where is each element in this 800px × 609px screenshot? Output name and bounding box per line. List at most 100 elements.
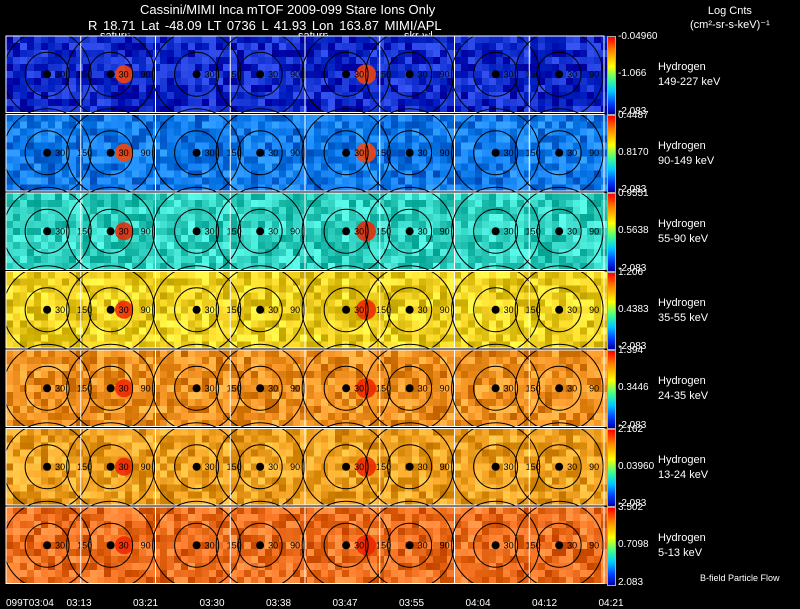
- ring-label: 90: [290, 540, 300, 550]
- hot-spot: [115, 536, 133, 555]
- sun-marker: [342, 148, 351, 157]
- ring-label: 150: [376, 69, 391, 79]
- colorbar-tick: 2.162: [618, 423, 644, 435]
- ring-label: 30: [55, 462, 65, 472]
- sun-marker: [256, 541, 265, 550]
- panel-label: Hydrogen 90-149 keV: [658, 139, 714, 169]
- energy-label: 149-227 keV: [658, 76, 721, 89]
- ring-label: 30: [418, 226, 428, 236]
- ring-label: 90: [589, 540, 599, 550]
- ring-label: 150: [526, 305, 541, 315]
- time-tick: 099T03:04: [6, 598, 54, 609]
- colorbar-tick: -2.083: [618, 419, 647, 431]
- sun-marker: [192, 70, 201, 79]
- sun-marker: [342, 384, 351, 393]
- sun-marker: [43, 384, 52, 393]
- ring-label: 90: [440, 69, 450, 79]
- sun-marker: [106, 227, 115, 236]
- ring-label: 150: [376, 226, 391, 236]
- sun-marker: [555, 462, 564, 471]
- ring-label: 150: [77, 226, 92, 236]
- colorbar-tick: 0.03960: [618, 460, 655, 472]
- sun-marker: [192, 541, 201, 550]
- ring-label: 90: [440, 383, 450, 393]
- ring-label: 30: [119, 69, 129, 79]
- colorbar-title-line2: (cm²-sr-s-keV)⁻¹: [690, 19, 770, 31]
- sun-marker: [192, 384, 201, 393]
- ring-label: 150: [77, 540, 92, 550]
- sun-marker: [405, 384, 414, 393]
- ring-label: 90: [440, 148, 450, 158]
- sun-marker: [342, 70, 351, 79]
- ring-label: 90: [589, 69, 599, 79]
- ring-label: 30: [55, 226, 65, 236]
- energy-label: 90-149 keV: [658, 154, 715, 167]
- ring-label: 30: [55, 540, 65, 550]
- time-tick: 04:21: [598, 598, 624, 609]
- sun-marker: [342, 462, 351, 471]
- colorbar-tick: 0.5638: [618, 225, 649, 237]
- colorbar: [607, 193, 616, 272]
- ring-label: 90: [141, 462, 151, 472]
- ring-label: 30: [354, 540, 364, 550]
- colorbar-tick: 0.4487: [618, 109, 649, 121]
- sun-marker: [491, 70, 500, 79]
- ring-label: 30: [119, 226, 129, 236]
- energy-label: 5-13 keV: [658, 547, 703, 560]
- ring-label: 90: [290, 226, 300, 236]
- ring-label: 90: [290, 462, 300, 472]
- ring-label: 150: [227, 383, 242, 393]
- ring-label: 90: [440, 540, 450, 550]
- colorbar-tick: -1.066: [618, 68, 647, 80]
- ring-label: 90: [141, 383, 151, 393]
- ring-label: 30: [119, 148, 129, 158]
- energy-label: 13-24 keV: [658, 468, 709, 481]
- panel-label: Hydrogen 55-90 keV: [658, 217, 708, 247]
- ring-label: 150: [526, 226, 541, 236]
- hot-spot: [115, 300, 133, 319]
- sun-marker: [43, 70, 52, 79]
- time-tick: 04:12: [532, 598, 558, 609]
- sun-marker: [256, 70, 265, 79]
- hot-spot: [115, 379, 133, 398]
- panel-label: Hydrogen 149-227 keV: [658, 60, 720, 90]
- ring-label: 150: [526, 540, 541, 550]
- ring-label: 30: [567, 148, 577, 158]
- panel-frame: [5, 114, 605, 192]
- ring-label: 90: [141, 148, 151, 158]
- colorbar: [607, 114, 616, 193]
- hot-spot: [115, 143, 133, 162]
- sun-marker: [555, 305, 564, 314]
- ring-label: 90: [440, 305, 450, 315]
- colorbar-tick: -2.083: [618, 262, 647, 274]
- ring-label: 30: [418, 383, 428, 393]
- ring-label: 30: [205, 226, 215, 236]
- ring-label: 30: [205, 462, 215, 472]
- sun-marker: [491, 227, 500, 236]
- ring-label: 90: [440, 226, 450, 236]
- species-label: Hydrogen: [658, 61, 706, 74]
- panel-1: [6, 114, 608, 192]
- ring-label: 30: [268, 69, 278, 79]
- plot-title: Cassini/MIMI Inca mTOF 2009-099 Stare Io…: [140, 2, 436, 17]
- ring-label: 90: [440, 462, 450, 472]
- ring-label: 30: [354, 226, 364, 236]
- hot-spot: [115, 457, 133, 476]
- ring-label: 150: [526, 462, 541, 472]
- energy-label: 55-90 keV: [658, 233, 709, 246]
- colorbar-tick: -2.083: [618, 105, 647, 117]
- sun-marker: [491, 384, 500, 393]
- sun-marker: [43, 462, 52, 471]
- panel-frame: [5, 506, 605, 584]
- sun-marker: [405, 227, 414, 236]
- species-label: Hydrogen: [658, 296, 706, 309]
- ring-label: 150: [227, 462, 242, 472]
- time-tick: 03:30: [199, 598, 225, 609]
- ring-label: 90: [141, 540, 151, 550]
- ring-label: 90: [141, 226, 151, 236]
- ring-label: 90: [141, 305, 151, 315]
- ring-label: 30: [354, 69, 364, 79]
- ring-label: 30: [418, 148, 428, 158]
- species-label: Hydrogen: [658, 532, 706, 545]
- ring-label: 30: [119, 305, 129, 315]
